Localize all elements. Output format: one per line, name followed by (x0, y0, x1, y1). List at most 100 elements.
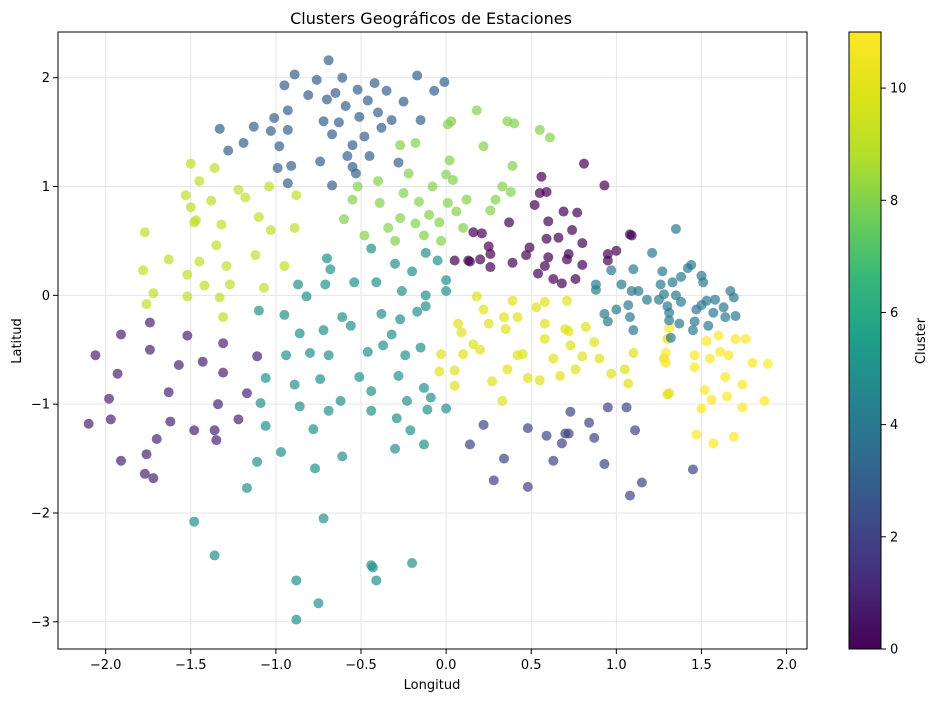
data-point (282, 178, 293, 189)
data-point (323, 405, 334, 416)
data-point (441, 169, 452, 180)
y-tick-label: −3 (31, 615, 50, 630)
data-point (359, 131, 370, 142)
data-point (616, 279, 627, 290)
data-point (555, 370, 566, 381)
data-point (223, 145, 234, 156)
data-point (104, 393, 115, 404)
data-point (436, 235, 447, 246)
data-point (233, 414, 244, 425)
data-point (434, 366, 445, 377)
colorbar-tick-label: 0 (890, 643, 898, 658)
data-point (289, 379, 300, 390)
data-point (442, 197, 453, 208)
data-point (275, 447, 286, 458)
data-point (577, 259, 588, 270)
data-point (483, 318, 494, 329)
data-point (279, 309, 290, 320)
data-point (556, 438, 567, 449)
data-point (534, 375, 545, 386)
data-point (252, 351, 263, 362)
data-point (497, 181, 508, 192)
data-point (185, 202, 196, 213)
data-point (301, 291, 312, 302)
data-point (412, 70, 423, 81)
data-point (485, 205, 496, 216)
x-axis-label: Longitud (404, 678, 461, 693)
data-point (90, 350, 101, 361)
data-point (141, 299, 152, 310)
data-point (383, 222, 394, 233)
data-point (664, 307, 675, 318)
data-point (415, 115, 426, 126)
data-point (665, 332, 676, 343)
data-point (148, 473, 159, 484)
data-point (224, 279, 235, 290)
data-point (218, 312, 229, 323)
data-point (395, 314, 406, 325)
x-axis-ticks: −2.0 −1.5 −1.0 −0.5 0.0 0.5 1.0 1.5 2.0 (90, 649, 797, 673)
data-point (628, 348, 639, 359)
grid-lines (58, 32, 807, 649)
data-point (606, 265, 617, 276)
data-point (321, 94, 332, 105)
data-point (240, 192, 251, 203)
data-point (83, 418, 94, 429)
data-point (432, 255, 443, 266)
data-point (289, 69, 300, 80)
data-point (660, 357, 671, 368)
data-point (522, 423, 533, 434)
data-point (611, 304, 622, 315)
data-point (418, 382, 429, 393)
data-point (718, 302, 729, 313)
data-point (512, 350, 523, 361)
data-point (315, 374, 326, 385)
data-point (572, 207, 583, 218)
data-point (390, 443, 401, 454)
data-point (393, 370, 404, 381)
data-point (458, 349, 469, 360)
data-point (291, 614, 302, 625)
x-tick-label: 1.0 (606, 658, 627, 673)
data-point (216, 219, 227, 230)
data-point (541, 186, 552, 197)
data-point (250, 250, 261, 261)
data-point (655, 279, 666, 290)
data-point (335, 395, 346, 406)
data-point (708, 438, 719, 449)
data-point (398, 188, 409, 199)
data-point (265, 126, 276, 137)
data-point (413, 196, 424, 207)
data-point (497, 395, 508, 406)
data-point (657, 266, 668, 277)
data-point (400, 350, 411, 361)
data-point (420, 301, 431, 312)
data-point (395, 213, 406, 224)
data-point (490, 194, 501, 205)
data-point (730, 333, 741, 344)
data-point (144, 317, 155, 328)
data-point (144, 344, 155, 355)
data-point (703, 320, 714, 331)
data-point (151, 433, 162, 444)
data-point (686, 259, 697, 270)
data-point (318, 116, 329, 127)
data-point (352, 84, 363, 95)
data-point (376, 308, 387, 319)
data-point (453, 318, 464, 329)
x-tick-label: 1.5 (691, 658, 712, 673)
data-point (321, 253, 332, 264)
data-point (269, 112, 280, 123)
data-point (112, 368, 123, 379)
data-point (347, 161, 358, 172)
data-point (441, 275, 452, 286)
data-point (660, 348, 671, 359)
data-point (182, 291, 193, 302)
data-point (359, 230, 370, 241)
data-point (209, 163, 220, 174)
data-point (415, 342, 426, 353)
data-point (420, 247, 431, 258)
data-point (352, 181, 363, 192)
data-point (664, 322, 675, 333)
